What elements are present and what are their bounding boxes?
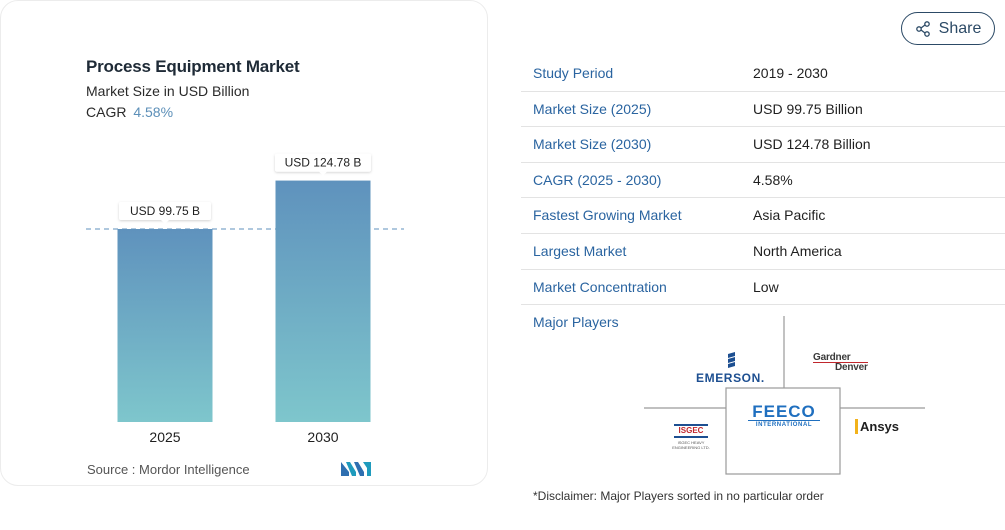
data-label-2025: USD 99.75 B [119,202,211,224]
data-label-pointer [161,220,169,224]
info-key: CAGR (2025 - 2030) [533,171,662,188]
market-info-table: Study Period 2019 - 2030 Market Size (20… [521,56,1005,306]
feeco-logo: FEECO INTERNATIONAL [748,402,820,429]
bar-2025 [117,229,213,422]
info-row-cagr: CAGR (2025 - 2030) 4.58% [521,163,1005,199]
info-key: Market Size (2030) [533,136,652,153]
data-label-box [275,153,371,172]
data-label-box [119,202,211,220]
chart-subtitle: Market Size in USD Billion [86,83,250,99]
info-row-concentration: Market Concentration Low [521,270,1005,306]
info-key: Market Concentration [533,278,667,295]
info-value: USD 99.75 Billion [753,100,863,117]
info-row-market-size-2025: Market Size (2025) USD 99.75 Billion [521,92,1005,128]
gardner-text: Gardner [813,352,851,363]
info-value: North America [753,242,842,259]
disclaimer: *Disclaimer: Major Players sorted in no … [533,489,824,503]
share-icon [915,20,930,37]
info-value: USD 124.78 Billion [753,136,871,153]
data-label-2030: USD 124.78 B [275,153,371,176]
mordor-logo-icon [341,462,371,476]
isgec-subtext-1: ISGEC HEAVY [677,440,705,445]
emerson-logo: EMERSON. [696,371,765,385]
isgec-subtext-2: ENGINEERING LTD. [672,445,710,450]
ansys-logo: Ansys [855,419,899,434]
bar-2030 [275,180,371,422]
info-key: Market Size (2025) [533,100,652,117]
isgec-logo: ISGEC ISGEC HEAVY ENGINEERING LTD. [666,424,716,450]
isgec-text: ISGEC [674,424,708,438]
info-row-largest-market: Largest Market North America [521,234,1005,270]
major-players-label: Major Players [533,314,619,330]
emerson-emblem-icon [728,352,735,368]
feeco-subtext: INTERNATIONAL [748,420,820,429]
bar-chart: USD 99.75 B 2025 USD 124.78 B 2030 [86,153,404,445]
chart-card: Process Equipment Market Market Size in … [0,0,488,486]
cagr-label: CAGR [86,104,127,120]
info-key: Fastest Growing Market [533,207,682,224]
data-label-text: USD 99.75 B [130,204,200,218]
info-value: 4.58% [753,171,793,188]
share-button[interactable]: Share [901,12,995,45]
info-value: 2019 - 2030 [753,65,828,81]
chart-source: Source : Mordor Intelligence [87,462,250,477]
data-label-text: USD 124.78 B [285,156,362,170]
cagr-value: 4.58% [133,104,174,120]
denver-text: Denver [813,362,868,373]
info-row-fastest-growing: Fastest Growing Market Asia Pacific [521,198,1005,234]
gardner-denver-logo: Gardner Denver [813,352,868,373]
chart-cagr: CAGR 4.58% [86,104,173,120]
feeco-text: FEECO [752,402,816,421]
x-tick-label-2030: 2030 [307,429,338,445]
major-players-grid [644,316,925,475]
info-row-study-period: Study Period 2019 - 2030 [521,56,1005,92]
share-label: Share [938,19,982,37]
x-tick-label-2025: 2025 [149,429,180,445]
info-value: Asia Pacific [753,207,826,224]
info-key: Study Period [533,65,614,81]
info-key: Largest Market [533,242,627,259]
info-row-market-size-2030: Market Size (2030) USD 124.78 Billion [521,127,1005,163]
info-value: Low [753,278,779,295]
data-label-pointer [319,171,327,176]
chart-title: Process Equipment Market [86,57,300,76]
